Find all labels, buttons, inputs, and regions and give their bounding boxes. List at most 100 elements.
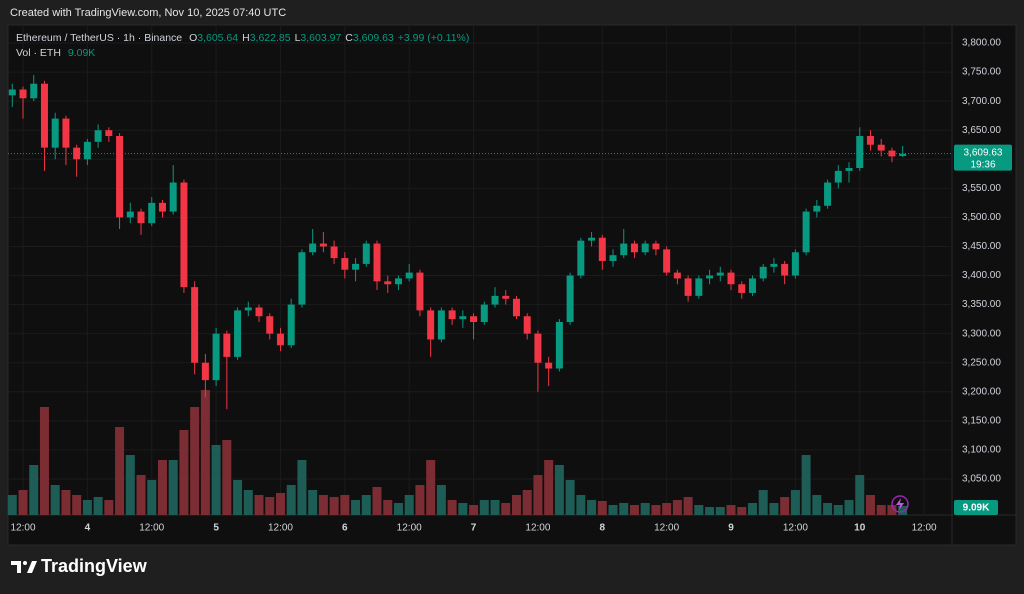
volume-bar [265, 497, 275, 515]
candle-body [148, 202, 156, 224]
x-tick-label: 12:00 [11, 523, 36, 534]
countdown: 19:36 [970, 159, 995, 170]
volume-bar [104, 500, 114, 515]
volume-bar [747, 503, 757, 515]
volume-bar [393, 503, 403, 515]
y-tick-label: 3,300.00 [962, 328, 1001, 339]
volume-bar [275, 493, 285, 515]
candle-body [555, 322, 563, 369]
volume-bar [479, 500, 489, 515]
y-tick-label: 3,750.00 [962, 67, 1001, 78]
volume-bar [608, 505, 618, 515]
y-tick-label: 3,550.00 [962, 183, 1001, 194]
volume-bar [565, 480, 575, 515]
candle-body [781, 263, 789, 276]
candle-body [652, 243, 660, 250]
candle-body [888, 150, 896, 157]
candle-body [255, 307, 263, 317]
volume-bar [458, 503, 468, 515]
volume-bar [769, 503, 779, 515]
volume-bar [780, 497, 790, 515]
volume-bar [672, 500, 682, 515]
logo-mark [11, 561, 21, 573]
candle-body [40, 83, 48, 148]
candle-body [877, 144, 885, 151]
candle-body [394, 278, 402, 285]
volume-bar [243, 490, 253, 515]
y-tick-label: 3,500.00 [962, 212, 1001, 223]
volume-bar [39, 407, 49, 515]
candle-body [201, 362, 209, 381]
x-tick-label: 6 [342, 523, 348, 534]
candle-body [73, 147, 81, 160]
volume-bar [426, 460, 436, 515]
candle-body [609, 255, 617, 261]
candle-body [502, 295, 510, 299]
volume-bar [501, 503, 511, 515]
volume-bar [490, 500, 500, 515]
candle-body [169, 182, 177, 212]
volume-legend: Vol · ETH 9.09K [16, 47, 95, 59]
candle-body [276, 333, 284, 346]
candle-body [384, 281, 392, 285]
volume-bar [233, 480, 243, 515]
volume-bar [190, 407, 200, 515]
candle-body [856, 136, 864, 168]
volume-bar [179, 430, 189, 515]
candle-body [727, 272, 735, 285]
candle-body [244, 307, 252, 311]
volume-bar [812, 495, 822, 515]
candle-body [341, 258, 349, 270]
candle-body [534, 333, 542, 363]
candle-body [427, 310, 435, 340]
volume-bar [115, 427, 125, 515]
volume-bar [72, 495, 82, 515]
volume-bar [340, 495, 350, 515]
x-tick-label: 8 [600, 523, 606, 534]
volume-bar [147, 480, 157, 515]
volume-bar [318, 495, 328, 515]
volume-bar [7, 495, 17, 515]
candle-body [437, 310, 445, 340]
candle-body [362, 243, 370, 264]
ohlc: O3,605.64 H3,622.85 L3,603.97 C3,609.63 +3.9… [189, 32, 469, 44]
x-tick-label: 12:00 [397, 523, 422, 534]
candle-body [738, 284, 746, 293]
legend-line: Ethereum / TetherUS · 1h · Binance O3,60… [16, 32, 469, 44]
plot [7, 25, 952, 515]
y-tick-label: 3,050.00 [962, 474, 1001, 485]
x-tick-label: 4 [85, 523, 91, 534]
y-tick-label: 3,100.00 [962, 445, 1001, 456]
volume-bar [898, 505, 908, 515]
candle-body [748, 278, 756, 293]
candle-body [845, 167, 853, 171]
y-tick-label: 3,450.00 [962, 241, 1001, 252]
x-tick-label: 10 [854, 523, 866, 534]
y-tick-label: 3,700.00 [962, 96, 1001, 107]
candle-body [287, 304, 295, 346]
candle-body [19, 89, 27, 99]
candle-body [448, 310, 456, 320]
candle-body [588, 237, 596, 241]
volume-bar [737, 507, 747, 515]
candle-body [373, 243, 381, 282]
candle-body [309, 243, 317, 253]
logo: TradingView [11, 556, 148, 576]
candle-body [223, 333, 231, 357]
volume-bar [511, 495, 521, 515]
volume-bar [372, 487, 382, 515]
ohlc-value: 3,605.64 [197, 32, 238, 44]
candle-body [834, 170, 842, 183]
candle-body [459, 316, 467, 320]
volume-bar [619, 503, 629, 515]
volume-bar [533, 475, 543, 515]
volume-bar [125, 455, 135, 515]
volume-bar [554, 465, 564, 515]
x-tick-label: 12:00 [783, 523, 808, 534]
volume-bar [308, 490, 318, 515]
x-tick-label: 12:00 [912, 523, 937, 534]
candle-body [866, 136, 874, 145]
volume-bar [297, 460, 307, 515]
x-tick-label: 12:00 [268, 523, 293, 534]
